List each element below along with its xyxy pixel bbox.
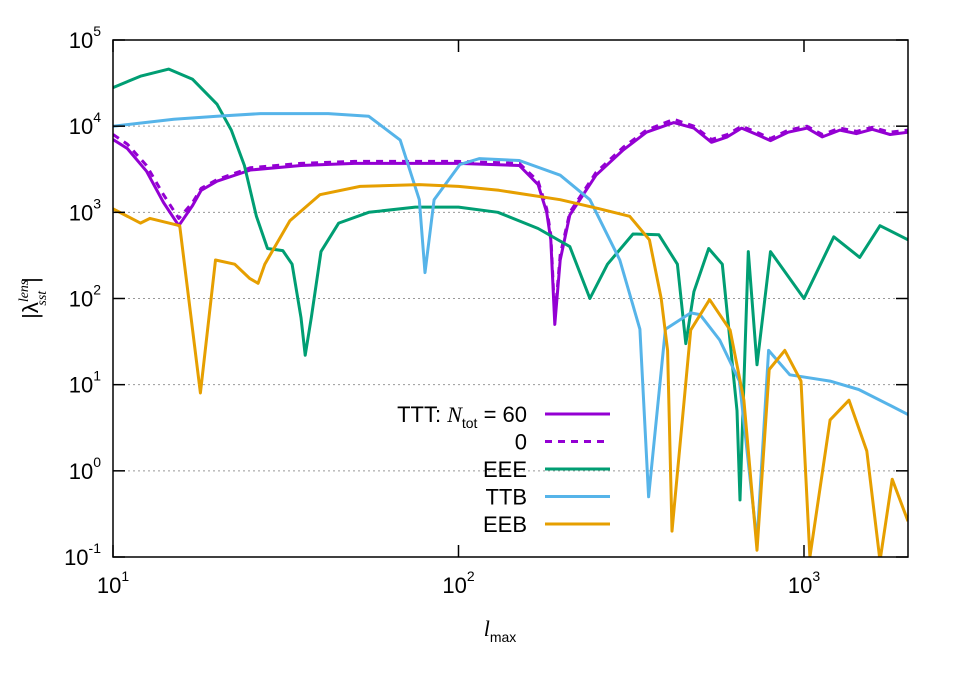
- legend-name: 0: [515, 430, 527, 455]
- y-label-sup: lens: [17, 279, 32, 302]
- x-tick-base: 10: [97, 573, 121, 598]
- y-tick-base: 10: [69, 373, 93, 398]
- y-tick-label: 103: [69, 195, 101, 225]
- x-tick-label: 102: [442, 568, 474, 598]
- x-axis-label: lmax: [484, 616, 517, 645]
- legend-label: EEB: [483, 512, 527, 537]
- y-tick-label: 101: [69, 368, 101, 398]
- series-line: [113, 67, 908, 502]
- x-tick-exponent: 3: [812, 568, 820, 584]
- x-tick-exponent: 2: [467, 568, 475, 584]
- x-label-base: l: [484, 616, 490, 641]
- y-tick-base: 10: [69, 114, 93, 139]
- legend-label: TTT: Ntot = 60: [397, 402, 527, 431]
- y-tick-label: 10-1: [64, 540, 101, 570]
- legend-label: EEE: [483, 457, 527, 482]
- y-tick-base: 10: [64, 545, 88, 570]
- y-tick-label: 104: [69, 109, 101, 139]
- y-tick-base: 10: [69, 287, 93, 312]
- y-tick-exponent: 4: [93, 109, 101, 125]
- legend-name-var: N: [446, 402, 463, 427]
- legend-name-end: = 60: [477, 402, 527, 427]
- legend-label: TTB: [485, 485, 527, 510]
- y-label-sub: sst: [35, 290, 50, 306]
- legend-name: EEB: [483, 512, 527, 537]
- y-tick-label: 102: [69, 282, 101, 312]
- x-tick-exponent: 1: [121, 568, 129, 584]
- y-tick-exponent: 2: [93, 282, 101, 298]
- legend-name: TTB: [485, 485, 527, 510]
- y-tick-base: 10: [69, 459, 93, 484]
- x-tick-label: 101: [97, 568, 129, 598]
- y-tick-base: 10: [69, 200, 93, 225]
- y-tick-exponent: 5: [93, 23, 101, 39]
- y-tick-label: 100: [69, 454, 101, 484]
- y-tick-exponent: 3: [93, 195, 101, 211]
- plot-area: [113, 67, 908, 557]
- y-label-end: |: [18, 277, 43, 283]
- y-tick-exponent: 0: [93, 454, 101, 470]
- legend-label: 0: [515, 430, 527, 455]
- y-tick-exponent: -1: [89, 540, 102, 556]
- x-label-sub: max: [490, 629, 516, 645]
- legend-name: EEE: [483, 457, 527, 482]
- x-tick-base: 10: [788, 573, 812, 598]
- y-tick-exponent: 1: [93, 368, 101, 384]
- y-tick-label: 105: [69, 23, 101, 53]
- x-tick-base: 10: [442, 573, 466, 598]
- y-tick-base: 10: [69, 28, 93, 53]
- x-tick-label: 103: [788, 568, 820, 598]
- y-axis-label: |λlens sst |: [17, 277, 50, 319]
- series-line: [113, 117, 908, 320]
- series-line: [113, 112, 908, 544]
- series-line: [113, 183, 908, 557]
- y-label-base: |λ: [18, 302, 43, 319]
- legend-name-sub: tot: [462, 415, 478, 431]
- legend-name: TTT:: [397, 402, 447, 427]
- series-line: [113, 121, 908, 326]
